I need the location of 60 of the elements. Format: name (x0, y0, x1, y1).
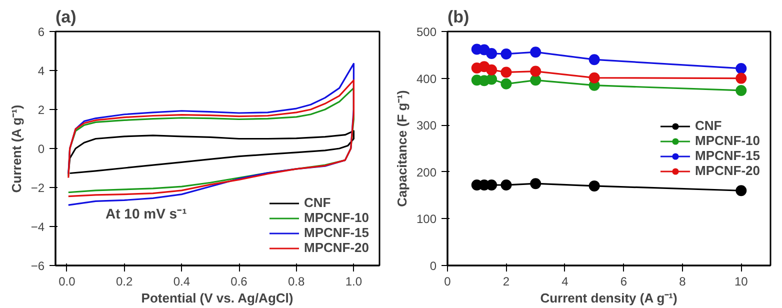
y-tick-label: 300 (416, 118, 437, 133)
x-tick-label: 1.0 (345, 274, 362, 288)
x-tick-label: 10 (734, 274, 748, 288)
x-tick-label: 0.4 (173, 274, 190, 288)
point (486, 74, 498, 85)
x-tick-label: 2 (502, 274, 510, 288)
x-tick-label: 6 (620, 274, 628, 288)
legend-label: CNF (304, 195, 331, 210)
y-tick-label: 500 (416, 25, 437, 39)
legend-label: MPCNF-10 (304, 210, 369, 225)
x-tick-label: 0.6 (230, 274, 248, 288)
point (486, 64, 498, 76)
y-tick-label: −4 (30, 220, 45, 234)
y-tick-label: −6 (30, 259, 45, 273)
y-tick-label: 0 (38, 142, 45, 156)
chart-title: (b) (448, 8, 470, 26)
x-axis-title: Potential (V vs. Ag/AgCl) (141, 290, 294, 306)
point (736, 62, 747, 74)
y-tick-label: 400 (416, 72, 437, 86)
legend-label: CNF (694, 118, 722, 133)
y-axis-title: Current (A g⁻¹) (8, 104, 24, 193)
x-tick-label: 0 (444, 274, 452, 288)
y-tick-label: 200 (416, 165, 437, 180)
chart-title: (a) (56, 8, 76, 26)
x-tick-label: 8 (679, 274, 686, 288)
x-tick-label: 0.2 (116, 274, 133, 288)
point (500, 78, 512, 90)
y-tick-label: 100 (416, 212, 437, 226)
point (530, 74, 542, 86)
legend-label: MPCNF-15 (694, 148, 760, 163)
point (588, 72, 600, 84)
point (500, 48, 512, 60)
legend-label: MPCNF-20 (694, 163, 760, 178)
point (736, 72, 747, 84)
point (530, 66, 542, 77)
y-tick-label: −2 (30, 181, 45, 195)
point (530, 178, 542, 190)
point (736, 185, 747, 196)
point (486, 48, 498, 59)
y-tick-label: 4 (38, 64, 45, 78)
point (486, 180, 498, 190)
annotation: At 10 mV s⁻¹ (106, 206, 188, 222)
point (500, 66, 512, 78)
point (736, 84, 747, 96)
x-tick-label: 4 (562, 274, 569, 288)
legend-label: MPCNF-15 (304, 225, 369, 240)
point (588, 54, 600, 66)
x-axis-title: Current density (A g⁻¹) (540, 290, 678, 306)
y-tick-label: 6 (38, 25, 45, 39)
point (588, 180, 600, 192)
y-tick-label: 2 (38, 103, 45, 117)
line-series (68, 130, 354, 175)
point (500, 180, 512, 190)
x-tick-label: 0.0 (58, 274, 76, 288)
y-tick-label: 0 (430, 259, 437, 273)
legend-label: MPCNF-20 (304, 240, 369, 255)
legend-label: MPCNF-10 (694, 133, 760, 148)
y-axis-title: Capacitance (F g⁻¹) (394, 90, 410, 207)
point (530, 46, 542, 58)
x-tick-label: 0.8 (288, 274, 306, 288)
